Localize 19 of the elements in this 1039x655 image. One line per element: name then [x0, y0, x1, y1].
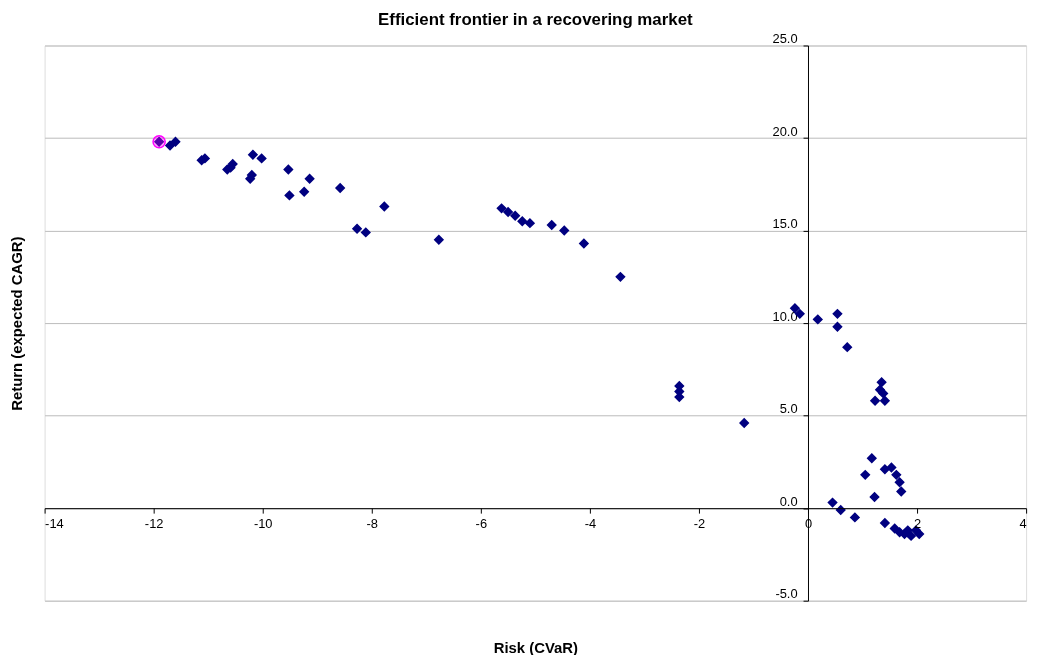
- y-tick-label: 20.0: [772, 123, 798, 139]
- y-tick-label: -5.0: [775, 586, 798, 602]
- x-tick-label: -8: [366, 516, 378, 532]
- y-tick-label: 5.0: [779, 401, 798, 417]
- x-tick-label: -2: [693, 516, 706, 532]
- x-tick-label: 2: [913, 516, 922, 532]
- x-tick-label: -6: [475, 516, 488, 532]
- x-tick-label: -4: [584, 516, 597, 532]
- y-tick-label: 15.0: [772, 216, 798, 232]
- x-tick-label: 4: [1019, 516, 1027, 532]
- y-tick-label: 25.0: [772, 31, 798, 47]
- x-axis-title: Risk (CVaR): [493, 639, 579, 655]
- y-tick-label: 0.0: [779, 493, 798, 509]
- x-tick-label: -14: [45, 516, 64, 532]
- x-tick-label: -12: [144, 516, 164, 532]
- y-axis-title: Return (expected CAGR): [9, 236, 26, 411]
- x-tick-label: -10: [253, 516, 273, 532]
- y-tick-label: 10.0: [772, 308, 798, 324]
- chart-title: Efficient frontier in a recovering market: [378, 9, 693, 29]
